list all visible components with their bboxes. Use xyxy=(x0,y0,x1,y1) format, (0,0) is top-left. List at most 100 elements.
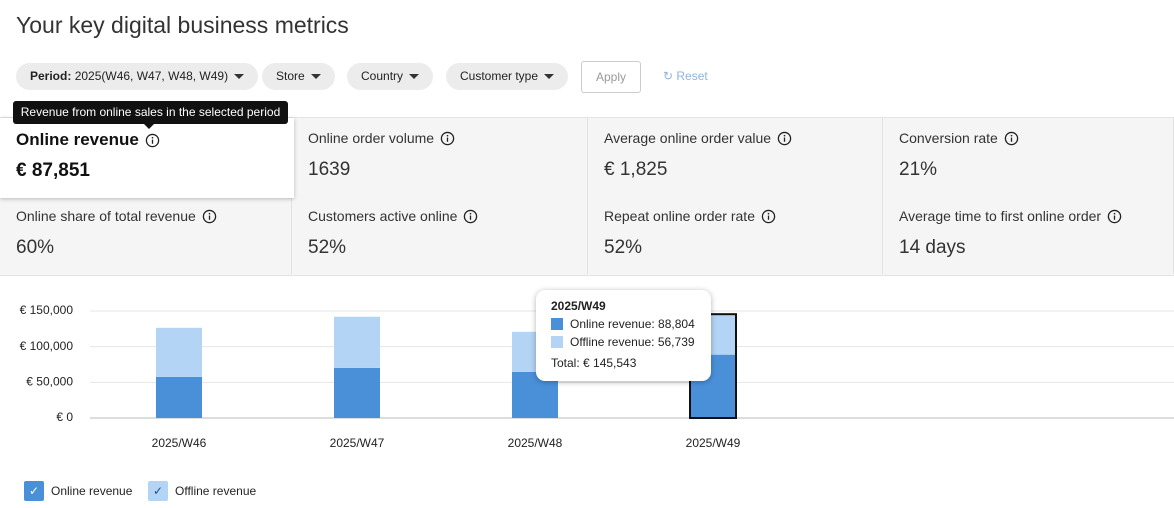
metric-label: Average online order value xyxy=(604,130,772,146)
info-circle xyxy=(1107,209,1122,223)
bar-segment xyxy=(156,376,202,418)
x-tick-label: 2025/W46 xyxy=(152,436,207,450)
metric-card: Online revenue € 87,851 xyxy=(0,118,294,198)
metric-card: Conversion rate 21% xyxy=(883,118,1174,196)
info-circle xyxy=(440,131,455,145)
bar-segment xyxy=(156,327,202,377)
x-tick-label: 2025/W49 xyxy=(686,436,741,450)
info-icon xyxy=(777,131,792,145)
tooltip-swatch xyxy=(551,318,563,330)
customer-type-filter[interactable]: Customer type xyxy=(446,63,569,90)
metric-label-row: Online revenue xyxy=(16,130,278,150)
info-icon xyxy=(440,131,455,145)
metric-card: Customers active online 52% xyxy=(292,196,588,274)
metric-label: Average time to first online order xyxy=(899,208,1102,224)
metric-label: Online order volume xyxy=(308,130,435,146)
tooltip-swatch xyxy=(551,336,563,348)
metric-value: € 87,851 xyxy=(16,160,90,181)
reset-label: Reset xyxy=(676,69,708,83)
metric-card: Online order volume 1639 xyxy=(292,118,588,196)
y-tick-label: € 150,000 xyxy=(20,303,74,317)
apply-button[interactable]: Apply xyxy=(581,61,641,93)
chart-tooltip: 2025/W49 Online revenue: 88,804 Offline … xyxy=(536,290,711,381)
info-circle xyxy=(464,209,478,223)
info-circle xyxy=(777,131,792,145)
metric-value: € 1,825 xyxy=(604,159,668,180)
metric-label-row: Online share of total revenue xyxy=(16,208,275,224)
info-stem xyxy=(1010,137,1012,142)
info-stem xyxy=(446,137,449,142)
info-icon xyxy=(464,209,478,223)
country-filter[interactable]: Country xyxy=(347,63,434,90)
info-icon xyxy=(761,209,776,223)
bar-segment xyxy=(334,316,380,368)
period-label: Period: xyxy=(30,69,72,83)
info-circle xyxy=(202,209,217,223)
metric-card: Average time to first online order 14 day… xyxy=(883,196,1174,274)
customer-type-label: Customer type xyxy=(460,69,539,83)
metric-card: Online share of total revenue 60% xyxy=(0,196,292,274)
store-filter[interactable]: Store xyxy=(262,63,335,90)
metric-label: Repeat online order rate xyxy=(604,208,755,224)
bar-segment xyxy=(334,367,380,418)
metric-label-row: Average online order value xyxy=(604,130,866,146)
metric-value: 52% xyxy=(308,237,347,258)
info-dot xyxy=(208,212,211,215)
x-tick-label: 2025/W47 xyxy=(330,436,385,450)
info-dot xyxy=(1010,134,1013,137)
store-label: Store xyxy=(276,69,305,83)
info-dot xyxy=(783,134,786,137)
metric-label: Online share of total revenue xyxy=(16,208,196,224)
metric-label-row: Online order volume xyxy=(308,130,571,146)
country-label: Country xyxy=(361,69,404,83)
info-dot xyxy=(470,212,472,215)
legend-checkbox[interactable]: ✓ xyxy=(148,481,168,501)
info-stem xyxy=(1113,215,1116,220)
info-dot xyxy=(1113,212,1116,215)
legend-label: Offline revenue xyxy=(175,484,257,498)
metric-label-row: Repeat online order rate xyxy=(604,208,866,224)
tooltip-line: Offline revenue: 56,739 xyxy=(570,335,695,349)
metric-card: Repeat online order rate 52% xyxy=(588,196,883,274)
metric-value: 21% xyxy=(899,159,938,180)
metric-label-row: Average time to first online order xyxy=(899,208,1157,224)
period-filter[interactable]: Period: 2025(W46, W47, W48, W49) xyxy=(16,63,259,90)
y-tick-label: € 100,000 xyxy=(20,339,74,353)
metric-value: 14 days xyxy=(899,237,966,258)
y-tick-label: € 0 xyxy=(56,410,73,424)
metrics-grid: Online revenue € 87,851 Online order volum… xyxy=(0,117,1174,276)
metric-label: Conversion rate xyxy=(899,130,998,146)
tooltip-total: Total: € 145,543 xyxy=(551,356,637,370)
tooltip-line: Online revenue: 88,804 xyxy=(570,317,695,331)
info-circle xyxy=(145,133,160,147)
legend-item[interactable]: ✓ Online revenue xyxy=(24,481,132,501)
info-dot xyxy=(151,136,154,139)
info-stem xyxy=(151,139,153,144)
info-icon xyxy=(1004,131,1019,145)
metric-value: 52% xyxy=(604,237,643,258)
period-value: 2025(W46, W47, W48, W49) xyxy=(74,69,229,83)
info-icon xyxy=(145,133,160,147)
metric-label-row: Customers active online xyxy=(308,208,571,224)
metric-value: 1639 xyxy=(308,159,351,180)
y-tick-label: € 50,000 xyxy=(26,375,73,389)
metric-card: Average online order value € 1,825 xyxy=(588,118,883,196)
metric-label: Customers active online xyxy=(308,208,458,224)
page-title: Your key digital business metrics xyxy=(16,12,349,38)
x-tick-label: 2025/W48 xyxy=(508,436,563,450)
info-stem xyxy=(208,215,210,220)
legend-checkbox[interactable]: ✓ xyxy=(24,481,44,501)
metric-label: Online revenue xyxy=(16,130,139,149)
metric-value: 60% xyxy=(16,237,55,258)
info-stem xyxy=(470,215,472,220)
metric-label-row: Conversion rate xyxy=(899,130,1157,146)
reset-button[interactable]: ↻ Reset xyxy=(663,69,708,83)
info-icon xyxy=(202,209,217,223)
legend-label: Online revenue xyxy=(51,484,133,498)
info-tooltip: Revenue from online sales in the selecte… xyxy=(13,101,288,129)
info-circle xyxy=(1004,131,1019,145)
info-dot xyxy=(446,134,449,137)
info-stem xyxy=(783,137,786,142)
legend-item[interactable]: ✓ Offline revenue xyxy=(148,481,256,501)
